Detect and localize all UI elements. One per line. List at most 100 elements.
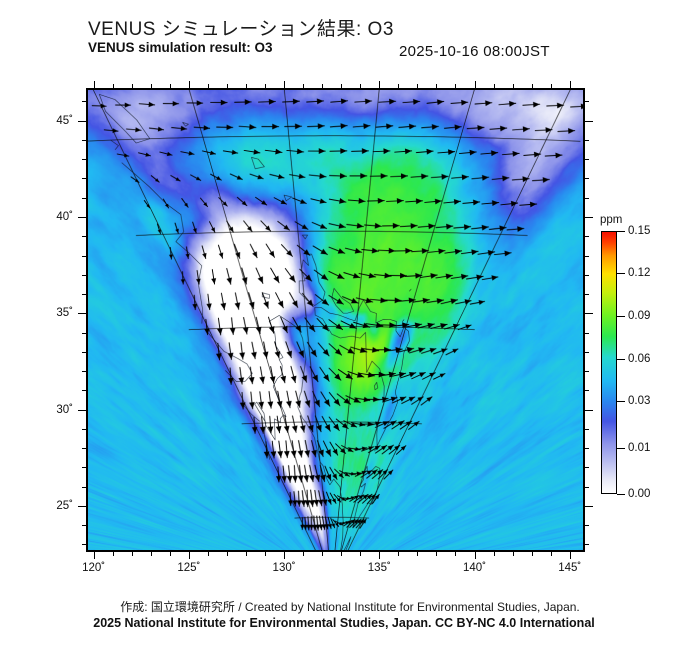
y-tick-right: [585, 216, 593, 218]
x-axis-label: 135˚: [367, 562, 391, 574]
y-tick-right: [585, 390, 589, 392]
x-tick-top: [512, 84, 514, 88]
x-tick: [322, 552, 324, 556]
x-tick-top: [93, 81, 95, 88]
y-tick: [82, 274, 86, 276]
y-tick: [82, 486, 86, 488]
x-tick-top: [207, 84, 209, 88]
y-tick: [82, 159, 86, 161]
x-tick-top: [379, 81, 381, 88]
x-tick: [531, 552, 533, 556]
x-tick: [265, 552, 267, 556]
y-tick: [82, 428, 86, 430]
x-tick-top: [398, 84, 400, 88]
y-tick: [78, 313, 86, 315]
y-tick: [82, 332, 86, 334]
footer-license-line: 2025 National Institute for Environmenta…: [0, 616, 700, 630]
x-tick: [417, 552, 419, 556]
x-tick-top: [569, 81, 571, 88]
y-tick: [82, 448, 86, 450]
x-tick-top: [226, 84, 228, 88]
page-title-english: VENUS simulation result: O3: [88, 40, 273, 55]
x-tick-top: [341, 84, 343, 88]
x-tick: [284, 552, 286, 559]
x-tick: [569, 552, 571, 559]
x-tick: [379, 552, 381, 559]
page-title-japanese: VENUS シミュレーション結果: O3: [88, 19, 394, 40]
x-tick-top: [417, 84, 419, 88]
x-tick-top: [112, 84, 114, 88]
y-tick-right: [585, 101, 589, 103]
y-tick: [82, 371, 86, 373]
x-tick-top: [455, 84, 457, 88]
y-tick-right: [585, 448, 589, 450]
y-axis-label: 25˚: [56, 499, 73, 512]
y-tick-right: [585, 505, 593, 507]
x-tick-top: [131, 84, 133, 88]
timestamp-label: 2025-10-16 08:00JST: [399, 43, 550, 60]
colorbar-tick: [617, 400, 625, 402]
x-tick-top: [150, 84, 152, 88]
y-tick: [82, 467, 86, 469]
y-tick: [78, 120, 86, 122]
x-tick: [226, 552, 228, 556]
x-tick: [207, 552, 209, 556]
y-tick-right: [585, 409, 593, 411]
y-tick-right: [585, 313, 593, 315]
colorbar-tick: [617, 447, 625, 449]
y-tick: [82, 390, 86, 392]
x-tick-top: [550, 84, 552, 88]
y-tick: [82, 294, 86, 295]
x-axis-label: 125˚: [177, 562, 201, 574]
y-tick: [82, 197, 86, 199]
y-tick: [78, 409, 86, 411]
y-tick: [82, 101, 86, 103]
x-tick-top: [474, 81, 476, 88]
y-tick-right: [585, 544, 589, 546]
x-tick-top: [436, 84, 438, 88]
colorbar-tick-label: 0.00: [628, 488, 651, 500]
colorbar-tick: [617, 273, 625, 275]
y-tick: [82, 544, 86, 546]
y-axis-label: 30˚: [56, 403, 73, 416]
x-tick-top: [188, 81, 190, 88]
x-tick-top: [303, 84, 305, 88]
x-tick: [512, 552, 514, 556]
y-tick-right: [585, 120, 593, 122]
x-tick-top: [322, 84, 324, 88]
y-tick-right: [585, 351, 589, 353]
colorbar-gradient: [601, 231, 617, 494]
x-tick-top: [265, 84, 267, 88]
y-tick-right: [585, 255, 589, 257]
x-tick: [93, 552, 95, 559]
colorbar-unit-label: ppm: [600, 214, 623, 226]
x-tick-top: [360, 84, 362, 88]
colorbar-tick-label: 0.12: [628, 267, 651, 280]
map-plot-area: [86, 88, 585, 552]
y-tick-right: [585, 371, 589, 373]
x-tick: [360, 552, 362, 556]
y-tick: [82, 351, 86, 353]
x-tick: [169, 552, 171, 556]
x-tick-top: [531, 84, 533, 88]
x-tick: [150, 552, 152, 556]
y-tick-right: [585, 236, 589, 238]
y-tick-right: [585, 274, 589, 276]
y-tick-right: [585, 139, 589, 141]
y-tick-right: [585, 467, 589, 469]
colorbar-tick: [617, 231, 625, 232]
colorbar-tick: [617, 316, 625, 318]
y-tick-right: [585, 332, 589, 334]
x-tick: [303, 552, 305, 556]
y-tick-right: [585, 294, 589, 295]
x-tick: [550, 552, 552, 556]
x-tick: [436, 552, 438, 556]
colorbar-tick: [617, 494, 625, 495]
x-axis-label: 140˚: [463, 562, 487, 574]
y-tick: [82, 255, 86, 257]
ozone-concentration-map: [88, 90, 583, 550]
footer-license-text: 2025 National Institute for Environmenta…: [93, 616, 595, 630]
y-axis-label: 40˚: [56, 210, 73, 223]
x-axis-label: 120˚: [82, 562, 106, 574]
